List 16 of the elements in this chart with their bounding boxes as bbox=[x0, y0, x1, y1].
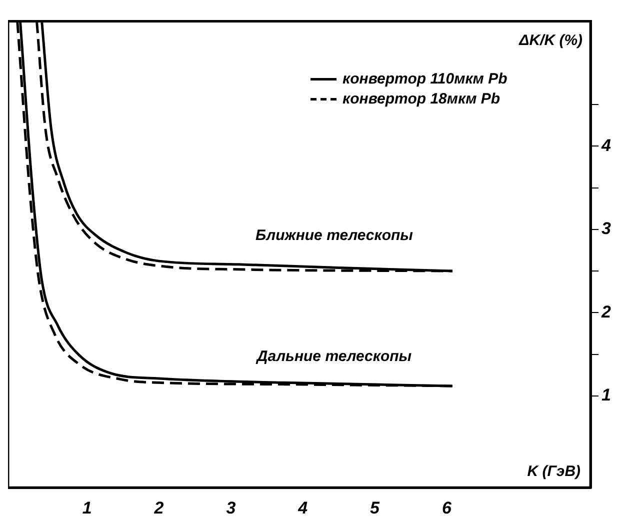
legend-label: конвертор 110мкм Pb bbox=[342, 70, 508, 88]
x-tick-label: 5 bbox=[370, 498, 380, 518]
x-axis-title: K (ГэВ) bbox=[527, 463, 581, 480]
x-tick-label: 2 bbox=[153, 498, 164, 518]
y-axis-title: ΔK/K (%) bbox=[518, 32, 583, 49]
y-tick-label: 3 bbox=[602, 219, 612, 238]
legend-label: конвертор 18мкм Pb bbox=[342, 90, 500, 108]
x-tick-label: 1 bbox=[82, 498, 92, 518]
x-tick-label: 3 bbox=[226, 498, 236, 518]
x-tick-label: 6 bbox=[442, 498, 452, 518]
y-tick-label: 2 bbox=[600, 302, 612, 322]
annotation: Ближние телескопы bbox=[255, 226, 414, 244]
y-tick-label: 4 bbox=[600, 136, 612, 155]
y-tick-label: 1 bbox=[602, 386, 612, 405]
x-tick-label: 4 bbox=[297, 498, 308, 518]
annotation: Дальние телескопы bbox=[254, 348, 412, 366]
